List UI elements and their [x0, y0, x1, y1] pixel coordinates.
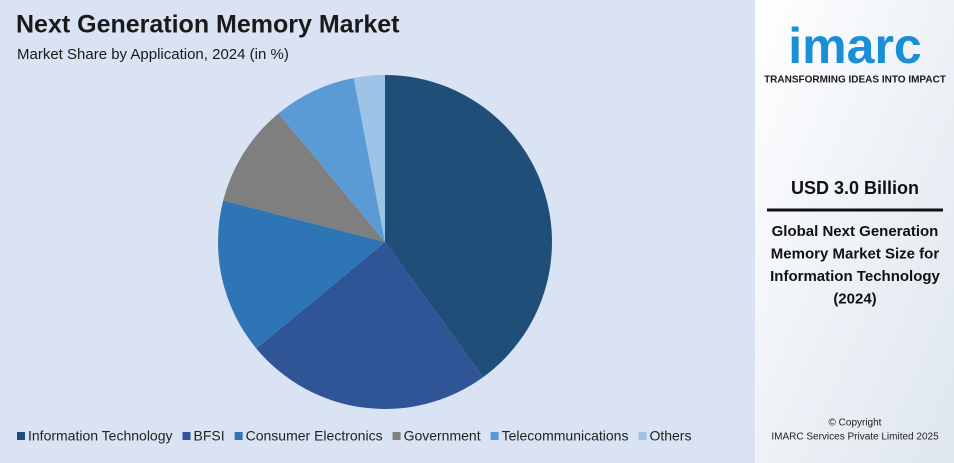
pie-slice — [353, 75, 385, 242]
description-line: (2024) — [833, 290, 876, 307]
legend-swatch — [638, 432, 647, 440]
legend-label: Government — [404, 428, 481, 444]
legend-swatch — [182, 432, 191, 440]
legend-swatch — [234, 432, 243, 440]
chart-title: Next Generation Memory Market — [16, 11, 400, 39]
description-line: Information Technology — [770, 268, 940, 285]
sidebar-background — [755, 0, 954, 463]
pie-slice — [256, 242, 484, 409]
description: Global Next Generation Memory Market Size… — [770, 223, 940, 308]
headline: USD 3.0 Billion — [791, 178, 919, 198]
legend-label: Telecommunications — [502, 428, 629, 444]
pie-slice — [385, 75, 552, 378]
description-line: Global Next Generation — [772, 223, 939, 240]
logo: imarc — [788, 18, 921, 74]
legend-label: BFSI — [194, 428, 225, 444]
legend-label: Consumer Electronics — [246, 428, 383, 444]
tagline: TRANSFORMING IDEAS INTO IMPACT — [764, 75, 946, 86]
legend-swatch — [490, 432, 499, 440]
copyright: IMARC Services Private Limited 2025 — [771, 432, 939, 443]
legend-label: Information Technology — [28, 428, 173, 444]
pie-slice — [223, 113, 385, 243]
chart-subtitle: Market Share by Application, 2024 (in %) — [17, 46, 289, 63]
copyright: © Copyright — [829, 418, 882, 429]
description-line: Memory Market Size for — [771, 245, 940, 262]
legend-swatch — [17, 432, 25, 440]
legend-label: Others — [649, 428, 691, 444]
pie-slice — [218, 200, 385, 349]
pie-slice — [278, 77, 385, 242]
legend-swatch — [392, 432, 401, 440]
